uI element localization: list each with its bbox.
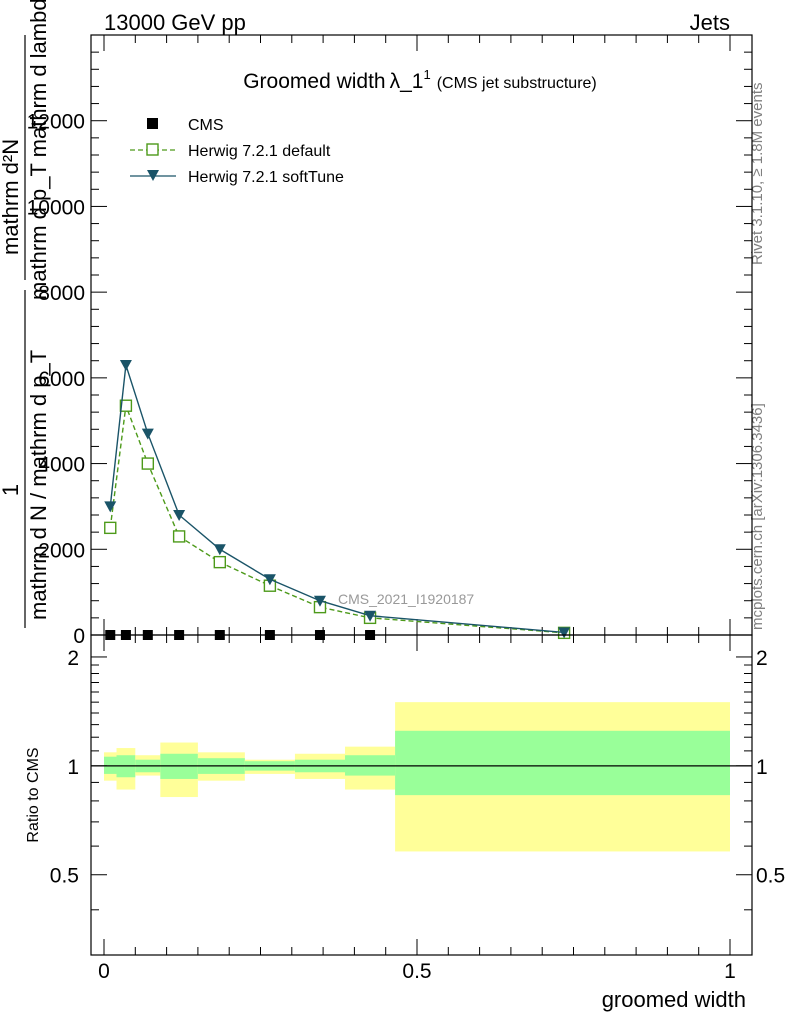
ylabel-den: mathrm d p_T mathrm d lambda [26, 0, 51, 300]
analysis-label: CMS_2021_I1920187 [338, 591, 474, 607]
main-ytick-label: 8000 [38, 282, 85, 305]
ratio-frame [90, 634, 753, 956]
herwig-default-point [119, 399, 133, 412]
herwig-softtune-point [313, 595, 326, 607]
title-main: Groomed width [243, 70, 385, 93]
main-ytick-label: 0 [73, 625, 85, 648]
herwig-default-point [141, 457, 155, 470]
legend-softtune-marker [147, 170, 159, 181]
title-sup: 1 [423, 67, 430, 82]
main-ticks: 0 2000 4000 6000 8000 10000 12000 [27, 35, 752, 648]
title-symbol: λ_1 [390, 70, 424, 93]
header-left: 13000 GeV pp [104, 10, 246, 35]
herwig-softtune-point [141, 428, 154, 440]
main-ytick-label: 2000 [38, 539, 85, 562]
legend-softtune-label: Herwig 7.2.1 softTune [188, 169, 344, 186]
main-ytick-label: 4000 [38, 454, 85, 477]
herwig-softtune-point [558, 627, 571, 639]
x-axis-label: groomed width [602, 987, 746, 1012]
main-ylabel: 1 mathrm d N / mathrm d p_T mathrm d²N m… [0, 0, 51, 628]
mcplots-label: mcplots.cern.ch [arXiv:1306.3436] [749, 403, 766, 630]
x-tick-label: 1 [724, 960, 736, 983]
herwig-default-point [172, 530, 186, 543]
herwig-softtune-point [213, 544, 226, 556]
herwig-softtune-point [173, 510, 186, 521]
main-plot: 0 2000 4000 6000 8000 10000 12000 Groomed widt… [27, 34, 753, 648]
ratio-ytick-label-right: 0.5 [756, 865, 785, 888]
herwig-softtune-point [364, 610, 377, 622]
herwig-default-point [213, 555, 227, 569]
ratio-bands [91, 702, 752, 852]
ratio-ytick-label: 2 [67, 647, 79, 670]
ratio-band-stat [395, 730, 730, 796]
x-tick-label: 0.5 [402, 960, 431, 983]
herwig-softtune-point [104, 501, 117, 513]
rivet-label: Rivet 3.1.10, ≥ 1.8M events [749, 83, 766, 266]
ratio-ytick-label: 0.5 [50, 865, 79, 888]
chart-title: Groomed width λ_11 (CMS jet substructure) [243, 67, 597, 93]
ylabel-num: mathrm d²N [0, 139, 23, 255]
ratio-plot: 0.5 0.5 1 1 2 2 0 0.5 1 Ratio to CMS groomed wid… [25, 634, 785, 1012]
legend-cms-label: CMS [188, 117, 224, 134]
title-note: (CMS jet substructure) [437, 75, 597, 92]
herwig-default-point [104, 521, 117, 535]
main-ytick-label: 10000 [27, 196, 85, 219]
ylabel-prefix-num: 1 [0, 484, 23, 496]
legend: CMS Herwig 7.2.1 default Herwig 7.2.1 so… [130, 117, 344, 186]
legend-default-marker [146, 143, 159, 156]
herwig-softtune-point [263, 574, 276, 586]
x-tick-label: 0 [98, 960, 110, 983]
main-ytick-label: 12000 [27, 111, 85, 134]
legend-cms-marker [147, 118, 158, 129]
main-ytick-label: 6000 [38, 368, 85, 391]
legend-default-label: Herwig 7.2.1 default [188, 143, 331, 160]
ratio-ytick-label-right: 2 [756, 647, 768, 670]
ylabel-prefix-den: mathrm d N / mathrm d p_T [26, 350, 51, 620]
header-right: Jets [690, 10, 730, 35]
ratio-ytick-label-right: 1 [756, 756, 768, 779]
ratio-ylabel: Ratio to CMS [25, 747, 42, 842]
herwig-softtune-point [119, 360, 132, 371]
ratio-ytick-label: 1 [67, 756, 79, 779]
ratio-ticks: 0.5 0.5 1 1 2 2 0 0.5 1 [50, 635, 785, 983]
